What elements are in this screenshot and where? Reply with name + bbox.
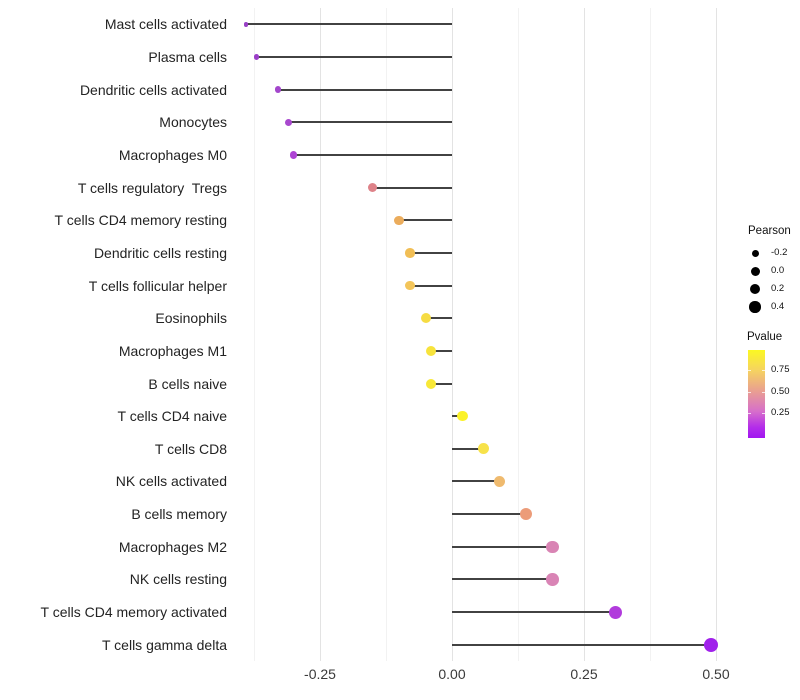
lollipop-stem (430, 382, 452, 385)
gridline-minor (386, 8, 387, 661)
y-axis-label: NK cells resting (129, 571, 227, 588)
lollipop-dot (405, 248, 415, 258)
y-axis-label: Eosinophils (155, 310, 227, 327)
lollipop-stem (288, 121, 452, 124)
y-axis-label: T cells CD4 memory activated (40, 604, 227, 620)
pvalue-colorbar-tick (762, 370, 765, 372)
y-axis-label: Dendritic cells activated (79, 81, 227, 98)
y-axis-label: Dendritic cells resting (93, 244, 227, 261)
y-axis-label: Plasma cells (148, 49, 227, 65)
y-axis-label: T cells gamma delta (101, 636, 227, 653)
y-axis-label: T cells CD8 (154, 440, 227, 457)
lollipop-dot (478, 443, 490, 455)
y-axis-label: NK cells activated (115, 473, 227, 490)
pearson-legend-label: 0.2 (771, 283, 785, 294)
lollipop-stem (399, 219, 452, 222)
lollipop-dot (394, 215, 404, 225)
lollipop-dot (425, 345, 436, 356)
gridline-minor (650, 8, 651, 661)
lollipop-stem (430, 349, 452, 352)
x-axis-tick-label: 0.50 (702, 666, 730, 682)
lollipop-stem (246, 23, 452, 26)
y-axis-label: B cells memory (131, 506, 227, 523)
x-axis-tick-label: -0.25 (304, 666, 336, 682)
lollipop-dot (368, 183, 378, 193)
lollipop-dot (519, 508, 532, 521)
pvalue-colorbar-label: 0.75 (771, 364, 790, 376)
lollipop-stem (452, 578, 553, 581)
pvalue-colorbar-tick (748, 370, 751, 372)
y-axis-label: T cells regulatory Tregs (77, 179, 227, 196)
x-axis-tick-label: 0.00 (438, 666, 466, 682)
pearson-legend-title: Pearson (748, 225, 791, 237)
gridline-major (716, 8, 717, 661)
pearson-legend-label: 0.4 (771, 301, 785, 312)
gridline-minor (254, 8, 255, 661)
lollipop-dot (405, 280, 415, 291)
pvalue-colorbar-label: 0.25 (771, 407, 790, 419)
lollipop-stem (277, 88, 452, 91)
lollipop-dot (425, 378, 436, 389)
pvalue-legend-title: Pvalue (747, 331, 783, 343)
lollipop-stem (452, 513, 526, 516)
lollipop-stem (409, 251, 452, 254)
lollipop-stem (452, 545, 553, 548)
pearson-legend-dot (749, 301, 761, 313)
lollipop-dot (457, 410, 468, 422)
gridline-minor (518, 8, 519, 661)
y-axis-label: Macrophages M1 (118, 342, 227, 359)
y-axis-label: T cells CD4 naive (117, 408, 227, 425)
plot-panel (233, 8, 745, 661)
lollipop-stem (452, 480, 500, 483)
y-axis-label: Mast cells activated (104, 16, 227, 33)
lollipop-stem (293, 153, 452, 156)
lollipop-dot (546, 540, 559, 553)
y-axis-label: Macrophages M2 (118, 538, 227, 555)
pearson-legend-label: -0.2 (771, 247, 788, 258)
pearson-legend-label: 0.0 (771, 265, 785, 276)
lollipop-dot (284, 118, 292, 126)
gridline-major (452, 8, 453, 661)
lollipop-dot (420, 313, 431, 324)
lollipop-dot (493, 475, 506, 488)
pvalue-colorbar-label: 0.50 (771, 386, 790, 398)
lollipop-stem (425, 317, 452, 320)
gridline-major (584, 8, 585, 661)
pvalue-colorbar-tick (762, 392, 765, 394)
y-axis-label: Monocytes (159, 114, 227, 131)
y-axis-label: T cells CD4 memory resting (54, 212, 227, 229)
lollipop-dot (546, 573, 559, 586)
gridline-major (320, 8, 321, 661)
lollipop-stem (409, 284, 452, 287)
pvalue-colorbar-tick (762, 413, 765, 415)
lollipop-dot (253, 54, 260, 60)
pearson-legend-dot (750, 266, 760, 276)
lollipop-dot (609, 605, 623, 619)
lollipop-dot (703, 637, 718, 652)
pearson-legend-dot (749, 283, 761, 295)
pvalue-colorbar-tick (748, 392, 751, 394)
lollipop-stem (452, 447, 484, 450)
lollipop-stem (452, 643, 711, 646)
pvalue-colorbar-tick (748, 413, 751, 415)
lollipop-dot (243, 22, 249, 27)
lollipop-stem (256, 56, 452, 58)
lollipop-dot (289, 151, 298, 159)
y-axis-label: T cells follicular helper (88, 277, 227, 294)
x-axis-tick-label: 0.25 (570, 666, 598, 682)
lollipop-stem (452, 611, 616, 613)
pvalue-colorbar (748, 350, 765, 438)
lollipop-dot (274, 86, 281, 93)
pearson-legend-dot (751, 249, 759, 257)
y-axis-label: B cells naive (148, 375, 227, 392)
lollipop-stem (372, 186, 452, 189)
y-axis-label: Macrophages M0 (118, 146, 227, 163)
